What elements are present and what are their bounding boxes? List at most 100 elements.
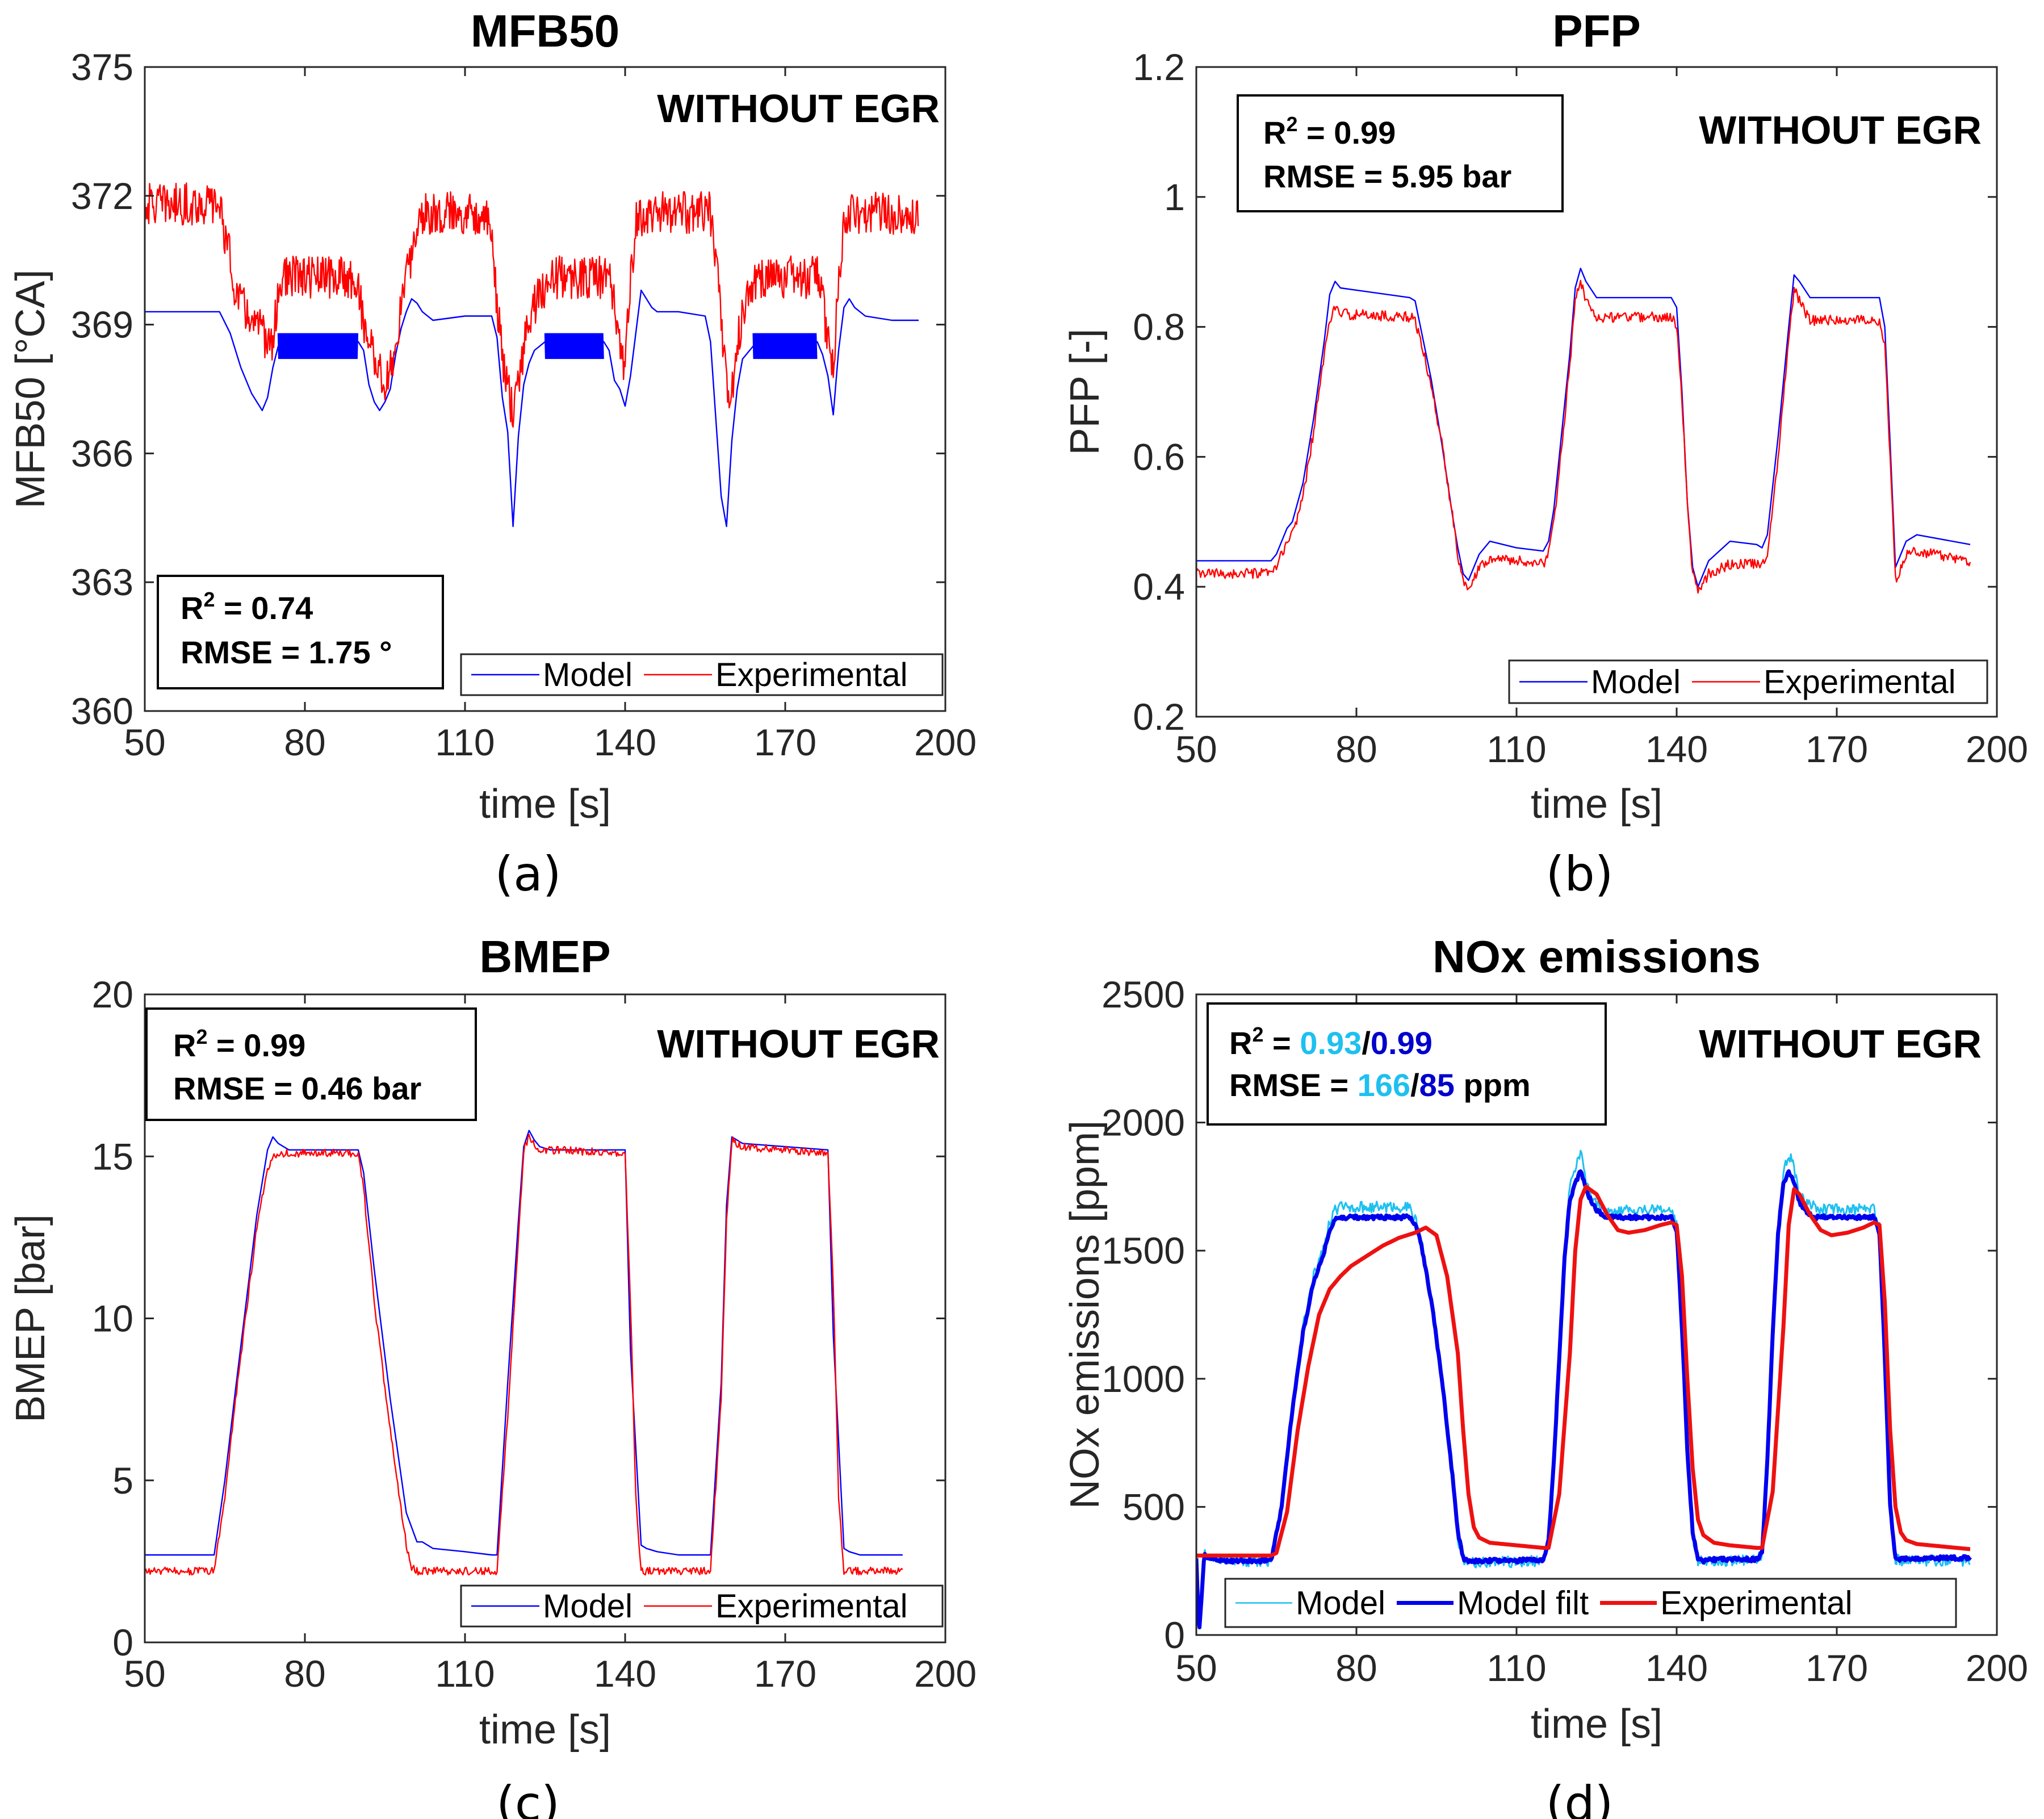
condition-label: WITHOUT EGR xyxy=(657,1022,940,1066)
r-squared-text: R2 = 0.99 xyxy=(1263,112,1396,150)
x-tick-label: 140 xyxy=(594,721,656,763)
condition-label: WITHOUT EGR xyxy=(1699,108,1982,152)
y-tick-label: 10 xyxy=(92,1298,133,1340)
chart-title: MFB50 xyxy=(471,6,619,56)
panel-caption: (b) xyxy=(1546,846,1614,902)
r-squared-text: R2 = 0.74 xyxy=(181,588,313,626)
y-tick-label: 360 xyxy=(71,690,133,732)
axes-box xyxy=(1195,66,1998,718)
x-tick-label: 50 xyxy=(1175,728,1217,770)
legend-label: Experimental xyxy=(715,656,907,693)
axes-box xyxy=(1195,993,1998,1636)
y-tick-label: 1.2 xyxy=(1133,46,1185,88)
y-axis-label: PFP [-] xyxy=(1062,329,1108,455)
panel-caption: (a) xyxy=(495,846,561,902)
legend-label: Model xyxy=(1591,664,1681,701)
series-line-experimental xyxy=(1196,279,1971,594)
legend-label: Model xyxy=(543,1588,633,1625)
x-tick-label: 200 xyxy=(914,1653,977,1695)
y-tick-label: 2000 xyxy=(1101,1102,1185,1144)
chart-panel-d: 50 80 110 140 170 20005001000150020002500NOx … xyxy=(1062,931,2028,1819)
x-tick-label: 140 xyxy=(1645,728,1708,770)
rmse-text: RMSE = 166/85 ppm xyxy=(1229,1067,1531,1103)
chart-title: PFP xyxy=(1552,6,1641,56)
rmse-text: RMSE = 5.95 bar xyxy=(1263,158,1511,194)
panel-caption: (c) xyxy=(496,1776,560,1819)
condition-label: WITHOUT EGR xyxy=(657,86,940,131)
rmse-text: RMSE = 1.75 ° xyxy=(181,634,392,670)
y-tick-label: 500 xyxy=(1122,1486,1185,1528)
x-axis-label: time [s] xyxy=(479,781,611,827)
y-axis-label: MFB50 [°CA] xyxy=(8,270,53,509)
x-tick-label: 80 xyxy=(1335,1647,1377,1689)
condition-label: WITHOUT EGR xyxy=(1699,1022,1982,1066)
y-tick-label: 1000 xyxy=(1101,1358,1185,1400)
series-line-experimental xyxy=(1196,1184,1971,1558)
series-group xyxy=(145,182,919,528)
chart-panel-b: 50 80 110 140 170 200 0.2 0.4 0.6 0.8 1 1.2 PFP time … xyxy=(1062,6,2028,902)
y-tick-label: 0.2 xyxy=(1133,696,1185,738)
x-tick-label: 80 xyxy=(284,1653,325,1695)
y-tick-label: 1 xyxy=(1164,176,1185,218)
legend-label: Experimental xyxy=(715,1588,907,1625)
y-tick-label: 0.8 xyxy=(1133,306,1185,348)
x-tick-label: 80 xyxy=(1335,728,1377,770)
series-line-experimental xyxy=(145,182,919,428)
y-tick-label: 1500 xyxy=(1101,1230,1185,1272)
stats-box xyxy=(1237,94,1564,212)
y-tick-label: 363 xyxy=(71,561,133,603)
series-oscillation-band xyxy=(752,333,818,359)
stats-box xyxy=(145,1007,477,1121)
series-group xyxy=(1196,1149,1972,1629)
axes-box xyxy=(144,66,946,712)
y-axis-label: BMEP [bar] xyxy=(8,1214,53,1423)
x-tick-label: 170 xyxy=(754,721,816,763)
legend-label: Model xyxy=(543,656,633,693)
r-squared-text: R2 = 0.93/0.99 xyxy=(1229,1023,1433,1061)
x-tick-label: 170 xyxy=(1806,728,1868,770)
y-tick-label: 15 xyxy=(92,1135,133,1177)
r-squared-text: R2 = 0.99 xyxy=(173,1025,305,1063)
chart-panel-c: 50 80 110 140 170 200 0 5 10 15 20 BMEP time [s] BMEP… xyxy=(8,931,977,1819)
y-tick-label: 0 xyxy=(112,1621,133,1663)
x-tick-label: 170 xyxy=(1806,1647,1868,1689)
x-tick-label: 140 xyxy=(594,1653,656,1695)
y-tick-label: 366 xyxy=(71,432,133,474)
series-line-model xyxy=(145,1130,903,1556)
legend-label: Experimental xyxy=(1660,1585,1852,1622)
series-line-model-filt xyxy=(1196,1169,1972,1629)
x-tick-label: 140 xyxy=(1645,1647,1708,1689)
legend-label: Model xyxy=(1296,1585,1385,1622)
legend-box xyxy=(1224,1578,1957,1628)
x-tick-label: 200 xyxy=(1966,728,2028,770)
chart-title: BMEP xyxy=(479,931,610,982)
series-group xyxy=(145,1130,903,1576)
rmse-text: RMSE = 0.46 bar xyxy=(173,1071,421,1106)
x-tick-label: 50 xyxy=(1175,1647,1217,1689)
x-tick-label: 110 xyxy=(1486,1647,1546,1689)
y-tick-label: 0.4 xyxy=(1133,566,1185,608)
x-tick-label: 200 xyxy=(1966,1647,2028,1689)
y-axis-label: NOx emissions [ppm] xyxy=(1062,1120,1108,1509)
x-tick-label: 200 xyxy=(914,721,977,763)
chart-panel-a: 50 80 110 140 170 200 360 363 366 369 372 375 MFB50 t… xyxy=(8,6,977,902)
y-tick-label: 20 xyxy=(92,973,133,1015)
y-tick-label: 369 xyxy=(71,304,133,346)
y-tick-label: 375 xyxy=(71,46,133,88)
series-oscillation-band xyxy=(277,333,359,359)
series-line-model xyxy=(1196,267,1971,588)
series-group xyxy=(1196,267,1971,594)
x-tick-label: 110 xyxy=(435,721,495,763)
x-axis-label: time [s] xyxy=(1531,1701,1662,1747)
y-tick-label: 5 xyxy=(112,1460,133,1502)
y-tick-label: 372 xyxy=(71,175,133,217)
panel-caption: (d) xyxy=(1546,1776,1614,1819)
y-tick-label: 0.6 xyxy=(1133,436,1185,478)
series-line-experimental xyxy=(145,1134,903,1576)
stats-box xyxy=(157,575,444,689)
chart-title: NOx emissions xyxy=(1433,931,1761,982)
y-tick-label: 2500 xyxy=(1101,973,1185,1015)
series-oscillation-band xyxy=(544,333,604,359)
x-tick-label: 50 xyxy=(124,1653,165,1695)
